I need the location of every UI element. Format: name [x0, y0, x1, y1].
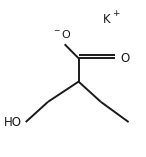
Text: O: O: [120, 52, 130, 65]
Text: $^-$O: $^-$O: [52, 28, 72, 40]
Text: K: K: [102, 13, 110, 26]
Text: HO: HO: [4, 116, 22, 129]
Text: +: +: [112, 9, 120, 18]
